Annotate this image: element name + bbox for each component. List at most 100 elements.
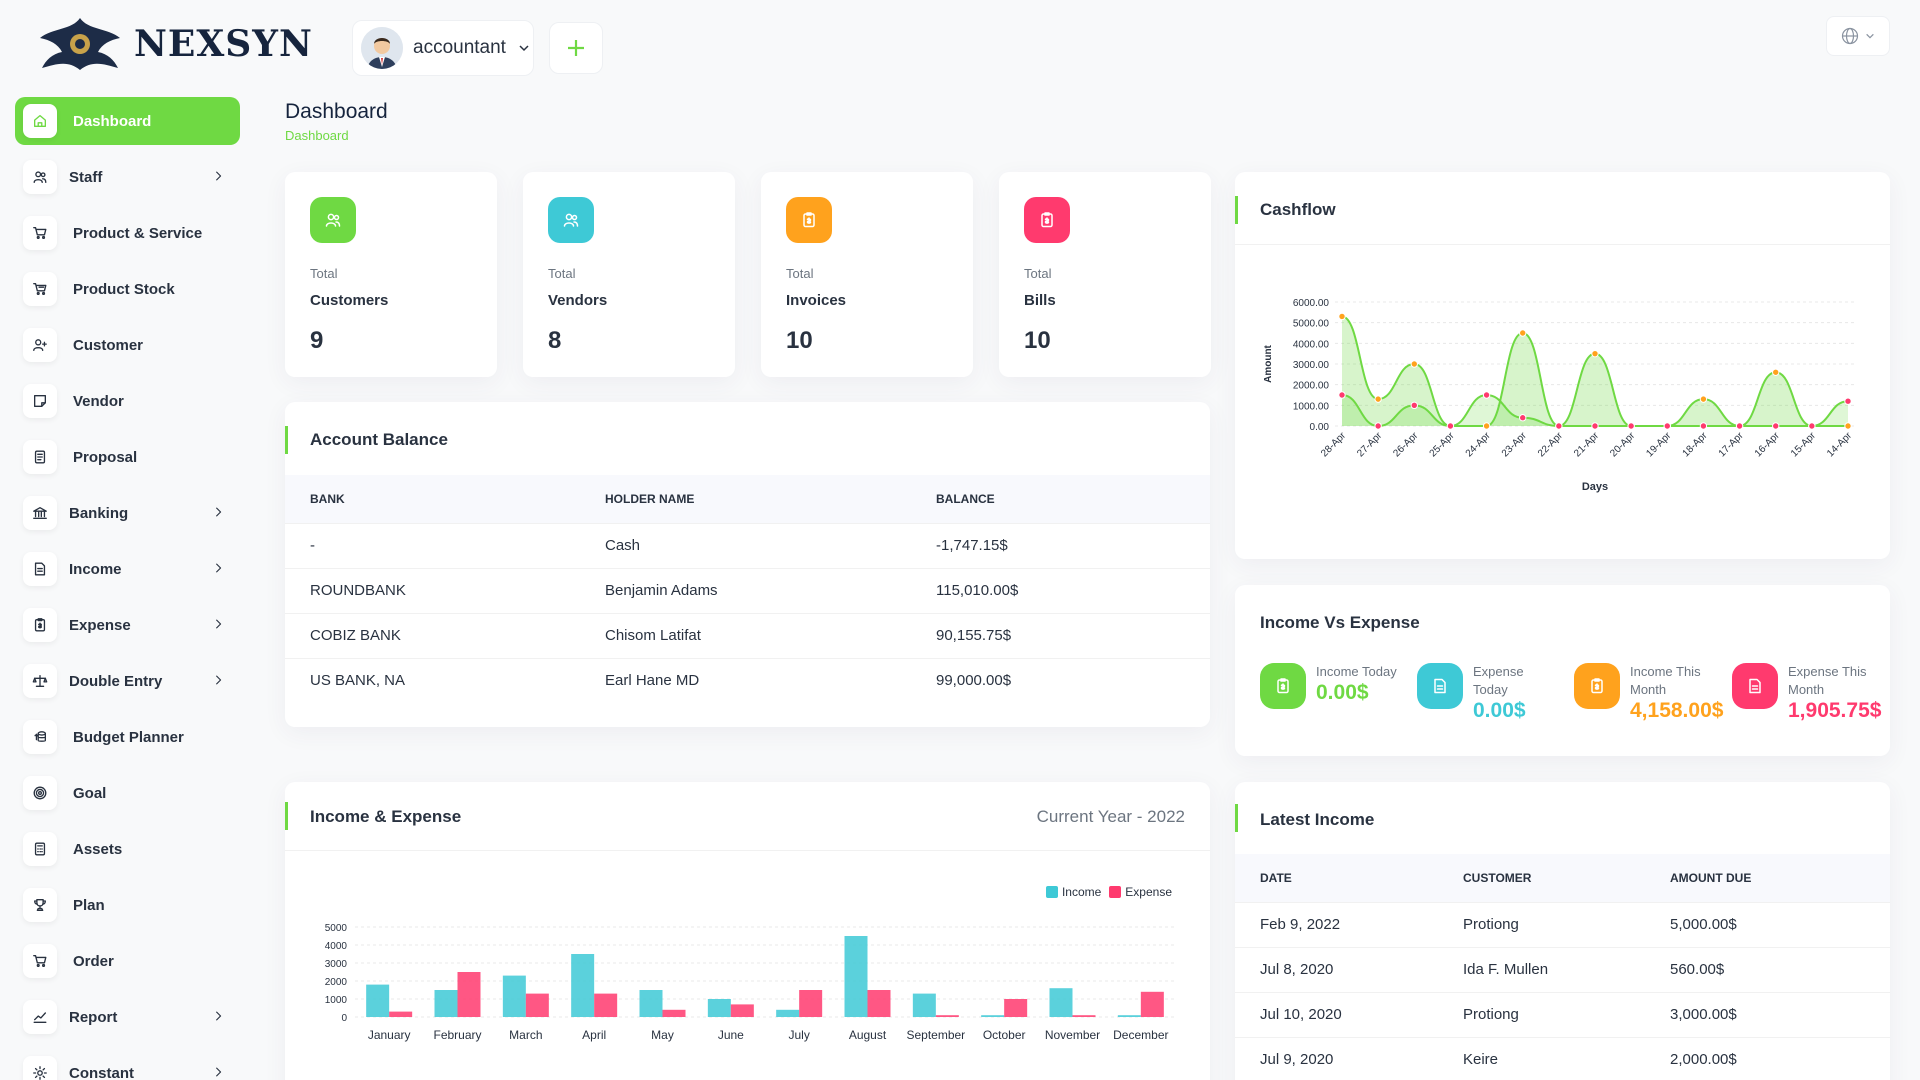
divider [1235, 244, 1890, 245]
sidebar-item-dashboard[interactable]: Dashboard [15, 97, 240, 145]
legend-item[interactable]: Income [1045, 885, 1102, 899]
y-tick-label: 0 [341, 1013, 347, 1024]
table-cell: Jul 8, 2020 [1235, 946, 1438, 992]
sidebar-item-assets[interactable]: Assets [15, 825, 240, 873]
income-expense-card: Income & Expense Current Year - 2022 Inc… [285, 782, 1210, 1080]
bar [571, 954, 595, 1017]
x-tick-label: July [788, 1028, 809, 1042]
chart-legend: Income Expense [1038, 885, 1172, 903]
x-tick-label: 22-Apr [1536, 430, 1565, 459]
y-tick-label: 6000.00 [1293, 298, 1330, 309]
x-axis-label: Days [1582, 481, 1608, 493]
x-tick-label: 17-Apr [1717, 430, 1746, 459]
y-tick-label: 3000 [325, 959, 348, 970]
page-title: Dashboard [285, 100, 388, 123]
sidebar-item-product-stock[interactable]: Product Stock [15, 265, 240, 313]
stat-value: 0.00$ [1473, 699, 1526, 722]
chevron-right-icon [212, 673, 226, 692]
column-header: BALANCE [911, 475, 1210, 523]
card-title: Income & Expense [310, 807, 462, 826]
data-point [1374, 395, 1382, 403]
bar [639, 990, 663, 1017]
bar [912, 993, 936, 1017]
calculator-icon [23, 832, 57, 866]
bar [389, 1011, 413, 1017]
table-cell: Protiong [1438, 901, 1645, 947]
sidebar-item-label: Double Entry [69, 672, 163, 690]
sidebar-item-expense[interactable]: Expense [15, 601, 240, 649]
data-point [1699, 422, 1708, 430]
stat-value: 10 [1024, 327, 1051, 354]
y-tick-label: 2000.00 [1293, 381, 1330, 392]
sidebar-item-staff[interactable]: Staff [15, 153, 240, 201]
sidebar-item-goal[interactable]: Goal [15, 769, 240, 817]
x-tick-label: September [906, 1028, 965, 1042]
y-tick-label: 3000.00 [1293, 360, 1330, 371]
chevron-right-icon [212, 561, 226, 580]
column-header: CUSTOMER [1438, 854, 1645, 902]
sidebar-item-label: Report [69, 1008, 118, 1026]
x-tick-label: December [1113, 1028, 1168, 1042]
table-row: - Cash -1,747.15$ [285, 522, 1210, 568]
bar [799, 990, 823, 1017]
y-tick-label: 2000 [325, 977, 348, 988]
legend-label: Income [1061, 885, 1102, 899]
sidebar-item-proposal[interactable]: Proposal [15, 433, 240, 481]
stat-card-customers: Total Customers 9 [285, 172, 497, 377]
coins-icon [23, 720, 57, 754]
stat-value: 4,158.00$ [1630, 699, 1724, 722]
table-row: US BANK, NA Earl Hane MD 99,000.00$ [285, 657, 1210, 703]
x-tick-label: 14-Apr [1825, 430, 1854, 459]
stat-caption: Total [310, 266, 338, 281]
sidebar-item-product-service[interactable]: Product & Service [15, 209, 240, 257]
sidebar-item-report[interactable]: Report [15, 993, 240, 1041]
legend-item[interactable]: Expense [1109, 885, 1172, 899]
stat-label: Expense This [1788, 664, 1867, 679]
breadcrumb[interactable]: Dashboard [285, 128, 349, 143]
sidebar-item-constant[interactable]: Constant [15, 1049, 240, 1080]
account-balance-card: Account Balance BANK HOLDER NAME BALANCE -… [285, 402, 1210, 727]
add-button[interactable] [549, 22, 603, 74]
chevron-right-icon [212, 1065, 226, 1080]
bar [935, 1015, 959, 1017]
bar [776, 1009, 800, 1017]
table-cell: Benjamin Adams [580, 567, 911, 613]
sidebar-item-customer[interactable]: Customer [15, 321, 240, 369]
data-point [1446, 422, 1455, 430]
stat-caption: Total [786, 266, 814, 281]
data-point [1338, 391, 1346, 399]
sidebar-item-order[interactable]: Order [15, 937, 240, 985]
data-point [1482, 391, 1491, 399]
file-icon [1732, 663, 1778, 709]
users-icon [548, 197, 594, 243]
stat-caption: Total [548, 266, 576, 281]
title-accent [285, 802, 288, 830]
cashflow-chart: 0.00 1000.00 2000.00 3000.00 4000.00 5000.00 6… [1263, 298, 1855, 493]
x-tick-label: 19-Apr [1644, 430, 1673, 459]
user-menu[interactable]: accountant [352, 20, 534, 76]
cashflow-card: Cashflow 0.00 1000.00 2000.00 3000.00 4000.0… [1235, 172, 1890, 559]
table-cell: Cash [580, 522, 911, 568]
sidebar-item-banking[interactable]: Banking [15, 489, 240, 537]
avatar [361, 27, 403, 69]
data-point [1627, 422, 1635, 430]
sidebar-item-vendor[interactable]: Vendor [15, 377, 240, 425]
bar [1117, 1015, 1141, 1017]
table-cell: Keire [1438, 1036, 1645, 1080]
sidebar-item-income[interactable]: Income [15, 545, 240, 593]
table-cell: 3,000.00$ [1645, 991, 1890, 1037]
bar [457, 972, 481, 1017]
card-title: Cashflow [1260, 200, 1336, 219]
table-cell: 560.00$ [1645, 946, 1890, 992]
bank-icon [23, 496, 57, 530]
brand-logo[interactable]: NEXSYN [32, 14, 313, 74]
file-invoice-icon [23, 552, 57, 586]
table-cell: Ida F. Mullen [1438, 946, 1645, 992]
sidebar-item-budget-planner[interactable]: Budget Planner [15, 713, 240, 761]
sidebar-item-double-entry[interactable]: Double Entry [15, 657, 240, 705]
language-selector[interactable] [1826, 16, 1890, 56]
sidebar-item-plan[interactable]: Plan [15, 881, 240, 929]
x-tick-label: 27-Apr [1355, 430, 1384, 459]
legend-swatch [1045, 886, 1058, 898]
sidebar: Dashboard Staff Product & Service Product S… [15, 97, 240, 1080]
